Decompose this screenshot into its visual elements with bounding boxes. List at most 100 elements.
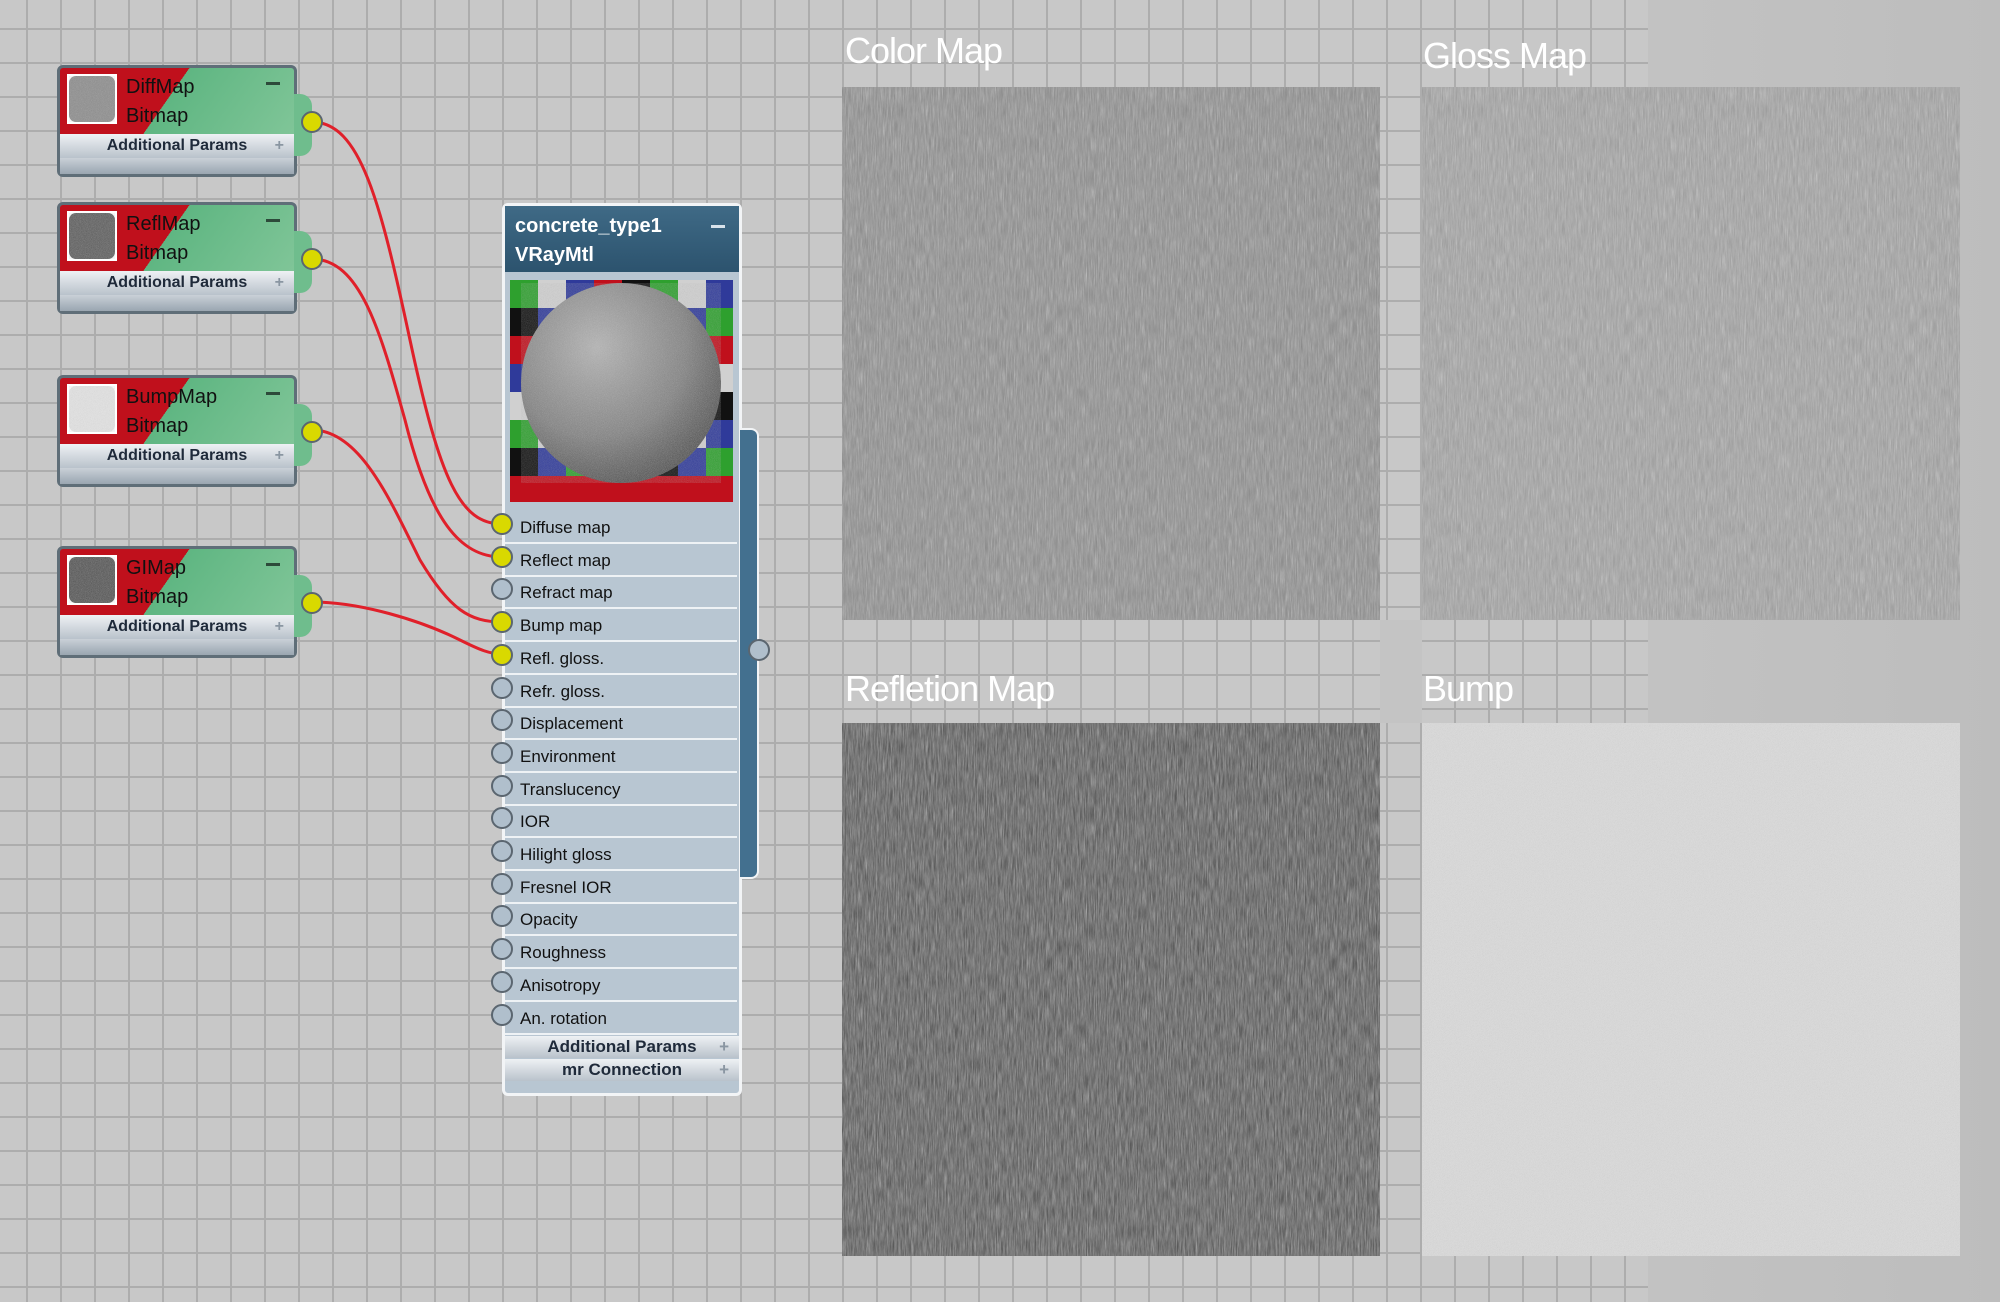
grid-gap: [1380, 620, 1422, 723]
slot-label: Fresnel IOR: [520, 877, 612, 897]
slot-label: Displacement: [520, 714, 623, 734]
slot-label: Roughness: [520, 943, 607, 963]
additional-params-rollout[interactable]: Additional Params +: [60, 271, 294, 295]
plus-icon[interactable]: +: [274, 618, 284, 635]
input-socket[interactable]: [491, 513, 513, 535]
mr-connection-label: mr Connection: [562, 1060, 682, 1079]
material-output-socket[interactable]: [748, 639, 770, 661]
slot-translucency[interactable]: Translucency: [505, 774, 737, 806]
gloss-map-title: Gloss Map: [1423, 35, 1587, 76]
minimize-icon[interactable]: [266, 563, 280, 566]
input-socket[interactable]: [491, 840, 513, 862]
plus-icon[interactable]: +: [274, 274, 284, 291]
slot-refr-gloss[interactable]: Refr. gloss.: [505, 676, 737, 708]
node-type: Bitmap: [126, 105, 189, 127]
input-socket[interactable]: [491, 578, 513, 601]
node-name: GIMap: [126, 557, 187, 579]
node-footer: [60, 158, 294, 174]
bitmap-thumbnail: [67, 555, 117, 605]
slot-roughness[interactable]: Roughness: [505, 937, 737, 970]
slot-diffuse-map[interactable]: Diffuse map: [505, 512, 737, 544]
minimize-icon[interactable]: [711, 225, 725, 228]
wire-diffmap: [311, 120, 503, 526]
slot-label: Environment: [520, 746, 616, 766]
slot-label: IOR: [520, 812, 551, 832]
additional-params-rollout[interactable]: Additional Params +: [60, 134, 294, 158]
mr-connection-rollout[interactable]: mr Connection +: [505, 1059, 739, 1081]
input-socket[interactable]: [491, 970, 513, 993]
input-socket[interactable]: [491, 741, 513, 764]
plus-icon[interactable]: +: [719, 1060, 729, 1079]
input-socket[interactable]: [491, 905, 513, 928]
material-node[interactable]: concrete_type1 VRayMtl Diffuse map Reflec…: [502, 203, 742, 1096]
node-name: ReflMap: [126, 213, 201, 235]
material-type: VRayMtl: [515, 244, 594, 266]
slot-an-rotation[interactable]: An. rotation: [505, 1003, 737, 1035]
slot-label: Reflect map: [520, 550, 611, 570]
input-socket[interactable]: [491, 1003, 513, 1026]
node-name: DiffMap: [126, 76, 195, 98]
input-socket[interactable]: [491, 643, 513, 666]
wire-gimap: [311, 600, 503, 656]
wire-reflmap: [311, 257, 503, 559]
node-name: BumpMap: [126, 386, 218, 408]
bitmap-node-reflmap[interactable]: ReflMap Bitmap Additional Params +: [57, 202, 312, 314]
slot-label: An. rotation: [520, 1008, 607, 1028]
slot-opacity[interactable]: Opacity: [505, 904, 737, 937]
slot-refract-map[interactable]: Refract map: [505, 577, 737, 610]
slot-label: Bump map: [520, 616, 603, 636]
input-socket[interactable]: [491, 709, 513, 732]
input-socket[interactable]: [491, 807, 513, 830]
input-socket[interactable]: [491, 676, 513, 699]
slot-fresnel-ior[interactable]: Fresnel IOR: [505, 872, 737, 904]
slot-label: Refl. gloss.: [520, 648, 605, 668]
bitmap-thumbnail: [67, 384, 117, 434]
input-socket[interactable]: [491, 545, 513, 568]
input-socket[interactable]: [491, 611, 513, 634]
slot-bump-map[interactable]: Bump map: [505, 610, 737, 643]
slot-refl-gloss[interactable]: Refl. gloss.: [505, 643, 737, 675]
plus-icon[interactable]: +: [274, 447, 284, 464]
bitmap-node-bumpmap[interactable]: BumpMap Bitmap Additional Params +: [57, 375, 312, 487]
input-socket[interactable]: [491, 872, 513, 895]
gloss-map-texture: [1422, 87, 1960, 620]
slot-reflect-map[interactable]: Reflect map: [505, 545, 737, 577]
output-socket[interactable]: [301, 111, 323, 133]
slot-label: Diffuse map: [520, 518, 611, 537]
material-node-header[interactable]: concrete_type1 VRayMtl: [505, 206, 739, 272]
slot-hilight-gloss[interactable]: Hilight gloss: [505, 839, 737, 871]
minimize-icon[interactable]: [266, 82, 280, 85]
additional-params-rollout[interactable]: Additional Params +: [60, 615, 294, 639]
bump-title: Bump: [1423, 668, 1514, 709]
additional-params-rollout[interactable]: Additional Params +: [60, 444, 294, 468]
additional-params-rollout[interactable]: Additional Params +: [505, 1036, 739, 1058]
minimize-icon[interactable]: [266, 392, 280, 395]
material-preview: [510, 280, 734, 504]
slot-label: Refr. gloss.: [520, 681, 606, 701]
node-footer: [60, 468, 294, 484]
input-socket[interactable]: [491, 774, 513, 797]
input-socket[interactable]: [491, 938, 513, 961]
slot-ior[interactable]: IOR: [505, 806, 737, 839]
output-socket[interactable]: [301, 248, 323, 270]
node-footer: [60, 639, 294, 655]
minimize-icon[interactable]: [266, 219, 280, 222]
slot-anisotropy[interactable]: Anisotropy: [505, 970, 737, 1002]
bitmap-node-diffmap[interactable]: DiffMap Bitmap Additional Params +: [57, 65, 312, 177]
slot-environment[interactable]: Environment: [505, 741, 737, 773]
slot-displacement[interactable]: Displacement: [505, 708, 737, 741]
slot-label: Hilight gloss: [520, 845, 612, 864]
additional-params-label: Additional Params: [106, 137, 248, 154]
slot-label: Anisotropy: [520, 975, 601, 995]
bitmap-thumbnail: [67, 211, 117, 261]
output-socket[interactable]: [301, 421, 323, 443]
refletion-map-title: Refletion Map: [845, 668, 1055, 709]
bitmap-node-gimap[interactable]: GIMap Bitmap Additional Params +: [57, 546, 312, 658]
output-socket[interactable]: [301, 592, 323, 614]
node-type: Bitmap: [126, 415, 189, 437]
bitmap-thumbnail: [67, 74, 117, 124]
material-name: concrete_type1: [515, 215, 662, 237]
plus-icon[interactable]: +: [719, 1037, 729, 1056]
node-type: Bitmap: [126, 586, 189, 608]
plus-icon[interactable]: +: [274, 137, 284, 154]
